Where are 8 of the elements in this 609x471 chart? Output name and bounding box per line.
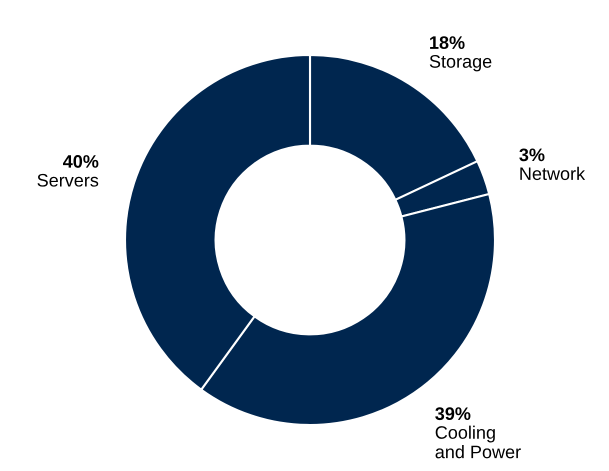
slice-label: Servers xyxy=(37,174,98,187)
data-label: 39% xyxy=(435,407,470,420)
slice-label: Network xyxy=(520,166,586,180)
slice-label: Cooling and Power xyxy=(436,426,521,458)
slice-label: Storage xyxy=(430,55,492,72)
data-label: 3% xyxy=(519,148,544,162)
data-label: 40% xyxy=(63,155,98,168)
data-label: 18% xyxy=(430,36,465,49)
